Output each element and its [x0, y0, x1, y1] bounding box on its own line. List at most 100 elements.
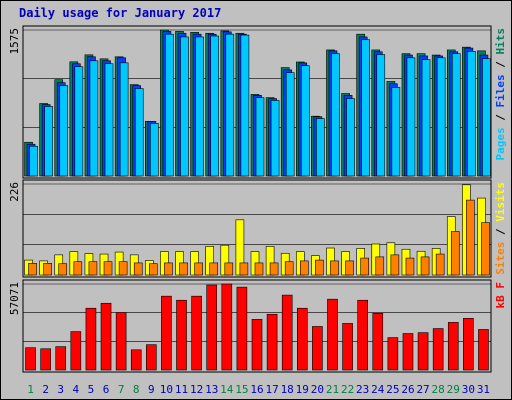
- bar: [130, 349, 142, 371]
- bar: [451, 53, 461, 177]
- x-tick-label: 16: [250, 383, 263, 396]
- bar: [25, 347, 36, 371]
- bar: [240, 34, 250, 177]
- bar: [270, 100, 280, 177]
- y-tick-label: 57071: [8, 282, 21, 315]
- bar: [194, 262, 203, 276]
- bar: [44, 106, 53, 177]
- bar: [70, 331, 82, 371]
- bar: [450, 231, 460, 276]
- x-tick-label: 6: [103, 383, 110, 396]
- bar: [146, 344, 157, 371]
- x-tick-label: 20: [311, 383, 324, 396]
- bar: [346, 98, 355, 177]
- bar: [236, 286, 248, 371]
- bar: [375, 256, 385, 276]
- bar: [59, 85, 69, 177]
- bar: [478, 329, 489, 371]
- bar: [361, 39, 370, 177]
- bar: [376, 54, 386, 177]
- y-tick-label: 226: [8, 182, 21, 202]
- bar: [40, 348, 51, 371]
- bar: [436, 57, 446, 177]
- bar: [29, 145, 38, 177]
- bar: [331, 53, 340, 177]
- bar: [300, 65, 310, 177]
- bar: [327, 298, 338, 371]
- x-tick-label: 3: [57, 383, 64, 396]
- legend-entry: Visits: [494, 182, 507, 222]
- legend-entry: Hits: [494, 28, 507, 55]
- x-tick-label: 11: [175, 383, 188, 396]
- bar: [269, 262, 279, 276]
- bar: [115, 312, 127, 371]
- bar: [88, 261, 98, 276]
- bar: [164, 262, 173, 276]
- bar: [420, 256, 430, 276]
- legend-entry: Sites: [494, 242, 507, 275]
- x-tick-label: 25: [386, 383, 399, 396]
- bar: [133, 262, 143, 276]
- bar: [180, 36, 189, 177]
- bar: [266, 313, 278, 371]
- x-tick-label: 27: [416, 383, 429, 396]
- bar: [239, 262, 249, 276]
- bar: [316, 118, 325, 177]
- chart-title: Daily usage for January 2017: [19, 6, 221, 20]
- bar: [254, 262, 264, 276]
- x-tick-label: 30: [462, 383, 475, 396]
- bar: [435, 253, 445, 276]
- bar: [299, 260, 309, 276]
- legend-entry: Pages: [494, 127, 507, 160]
- bar: [463, 318, 474, 371]
- legend: Pages / Files / Hits: [494, 28, 507, 161]
- bar: [55, 346, 67, 371]
- bar: [104, 63, 114, 177]
- bar: [161, 295, 172, 371]
- x-tick-label: 28: [432, 383, 445, 396]
- bar: [179, 262, 188, 276]
- bar: [100, 302, 112, 371]
- x-tick-label: 9: [148, 383, 155, 396]
- bar: [206, 284, 218, 371]
- x-tick-label: 26: [401, 383, 414, 396]
- bar: [251, 319, 263, 371]
- bar: [73, 261, 83, 276]
- legend: Sites / Visits: [494, 182, 507, 275]
- legend-entry: Files: [494, 74, 507, 107]
- x-tick-label: 15: [235, 383, 248, 396]
- bar: [149, 263, 158, 276]
- x-tick-label: 29: [447, 383, 460, 396]
- bar: [176, 299, 187, 371]
- bar: [406, 57, 416, 177]
- bar: [296, 307, 308, 371]
- bar: [119, 62, 129, 177]
- bar: [103, 261, 113, 276]
- x-tick-label: 12: [190, 383, 203, 396]
- bar: [165, 33, 174, 177]
- bar: [28, 263, 37, 276]
- bar: [390, 254, 400, 276]
- bar: [315, 259, 324, 276]
- bar: [372, 313, 384, 371]
- bar: [281, 294, 293, 371]
- x-tick-label: 7: [118, 383, 125, 396]
- x-tick-label: 10: [160, 383, 173, 396]
- bar: [432, 328, 444, 371]
- bar: [210, 35, 220, 177]
- x-tick-label: 1: [27, 383, 34, 396]
- legend-separator: /: [494, 222, 507, 242]
- x-tick-label: 21: [326, 383, 339, 396]
- bar: [58, 263, 68, 276]
- x-tick-label: 17: [265, 383, 278, 396]
- bar: [285, 72, 295, 177]
- bar: [466, 199, 475, 276]
- bar: [421, 59, 431, 177]
- bar: [150, 123, 159, 177]
- bar: [225, 33, 235, 177]
- bar: [224, 262, 234, 276]
- legend-separator: /: [494, 55, 507, 75]
- bar: [209, 262, 219, 276]
